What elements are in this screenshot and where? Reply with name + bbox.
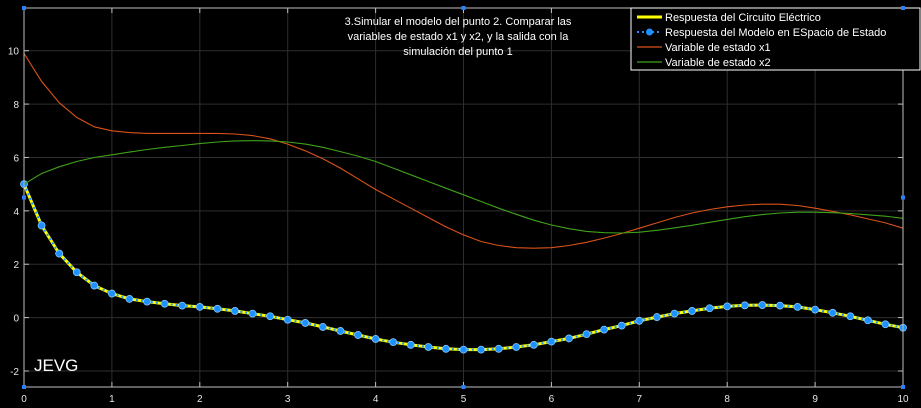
series-marker [617, 321, 626, 330]
x-tick-label: 10 [897, 394, 909, 405]
title-line: simulación del punto 1 [403, 46, 512, 58]
series-marker [37, 221, 46, 230]
series-line-x1 [23, 53, 904, 249]
series-marker [72, 268, 81, 277]
series-marker [529, 340, 538, 349]
selection-handle [901, 195, 905, 200]
series-marker [248, 309, 257, 318]
title-line: 3.Simular el modelo del punto 2. Compara… [345, 16, 572, 28]
x-tick-label: 1 [109, 394, 115, 405]
series-marker [652, 313, 661, 321]
y-tick-label: 10 [8, 47, 20, 58]
selection-handle [22, 385, 26, 389]
y-tick-label: -2 [10, 367, 19, 378]
series-line-x2 [23, 140, 904, 234]
x-tick-label: 4 [373, 394, 379, 405]
series-marker [811, 305, 819, 314]
y-tick-label: 2 [13, 260, 19, 271]
series-marker [477, 345, 485, 354]
series-marker [793, 303, 802, 311]
series-marker [670, 309, 679, 318]
series-marker [424, 343, 433, 351]
selection-handle [22, 6, 26, 10]
x-tick-label: 2 [197, 394, 203, 405]
series-marker [776, 301, 784, 310]
x-tick-label: 0 [21, 394, 27, 405]
legend-box [630, 7, 921, 71]
series-marker [283, 315, 292, 324]
y-tick-label: 8 [13, 100, 19, 111]
x-tick-label: 5 [461, 394, 467, 405]
series-marker [371, 335, 380, 343]
legend[interactable]: Respuesta del Circuito Eléctrico Respuest… [630, 7, 921, 71]
series-marker [231, 307, 239, 315]
series-marker [758, 301, 767, 309]
series-marker [336, 327, 345, 335]
series-marker [565, 334, 573, 343]
series-marker [266, 312, 275, 321]
selection-handle [901, 6, 905, 10]
x-tick-label: 9 [812, 394, 818, 405]
series-marker [600, 325, 609, 334]
series-marker [125, 295, 134, 303]
x-tick-label: 7 [637, 394, 643, 405]
legend-swatch-marker [646, 28, 653, 36]
y-tick-label: 0 [13, 314, 19, 325]
series-marker [547, 337, 556, 346]
series-marker [635, 316, 644, 325]
series-marker [406, 340, 415, 349]
series-marker [389, 338, 398, 347]
series-marker [494, 344, 503, 353]
series-marker [442, 344, 450, 353]
series-marker [881, 320, 890, 329]
series-marker [688, 307, 696, 315]
series-marker [723, 302, 732, 311]
plot-lines [20, 53, 907, 354]
x-tick-label: 3 [285, 394, 291, 405]
series-marker [90, 281, 99, 290]
series-marker [55, 249, 64, 258]
legend-label: Respuesta del Circuito Eléctrico [665, 12, 821, 24]
y-tick-label: 4 [13, 207, 19, 218]
series-marker [512, 343, 521, 351]
series-marker [318, 323, 327, 331]
watermark-text: JEVG [34, 356, 78, 375]
series-marker [354, 331, 362, 339]
series-marker [143, 297, 151, 306]
series-marker [301, 319, 310, 327]
x-tick-label: 6 [549, 394, 555, 405]
x-tick-label: 8 [724, 394, 730, 405]
selection-handle [461, 6, 466, 10]
series-marker [178, 301, 187, 310]
y-tick-label: 6 [13, 153, 19, 164]
series-marker [846, 312, 855, 321]
series-marker [582, 330, 591, 339]
selection-handle [22, 195, 26, 200]
series-marker [195, 303, 204, 311]
legend-label: Variable de estado x2 [665, 57, 771, 69]
series-marker [459, 345, 468, 354]
series-marker [863, 316, 872, 325]
selection-handle [461, 385, 466, 389]
legend-label: Respuesta del Modelo en ESpacio de Estad… [665, 27, 886, 39]
legend-label: Variable de estado x1 [665, 42, 771, 54]
chart-title: 3.Simular el modelo del punto 2. Compara… [345, 16, 572, 58]
series-marker [160, 299, 169, 308]
series-marker [213, 304, 222, 313]
tick-labels: 0 1 2 3 4 5 6 7 8 9 10 -2 0 2 4 6 8 10 [8, 47, 909, 405]
series-marker [740, 301, 749, 310]
series-marker [828, 308, 837, 317]
selection-handles[interactable] [22, 6, 905, 389]
selection-handle [901, 385, 905, 389]
series-marker [705, 304, 714, 313]
series-marker [108, 289, 116, 298]
title-line: variables de estado x1 y x2, y la salida… [348, 31, 570, 43]
